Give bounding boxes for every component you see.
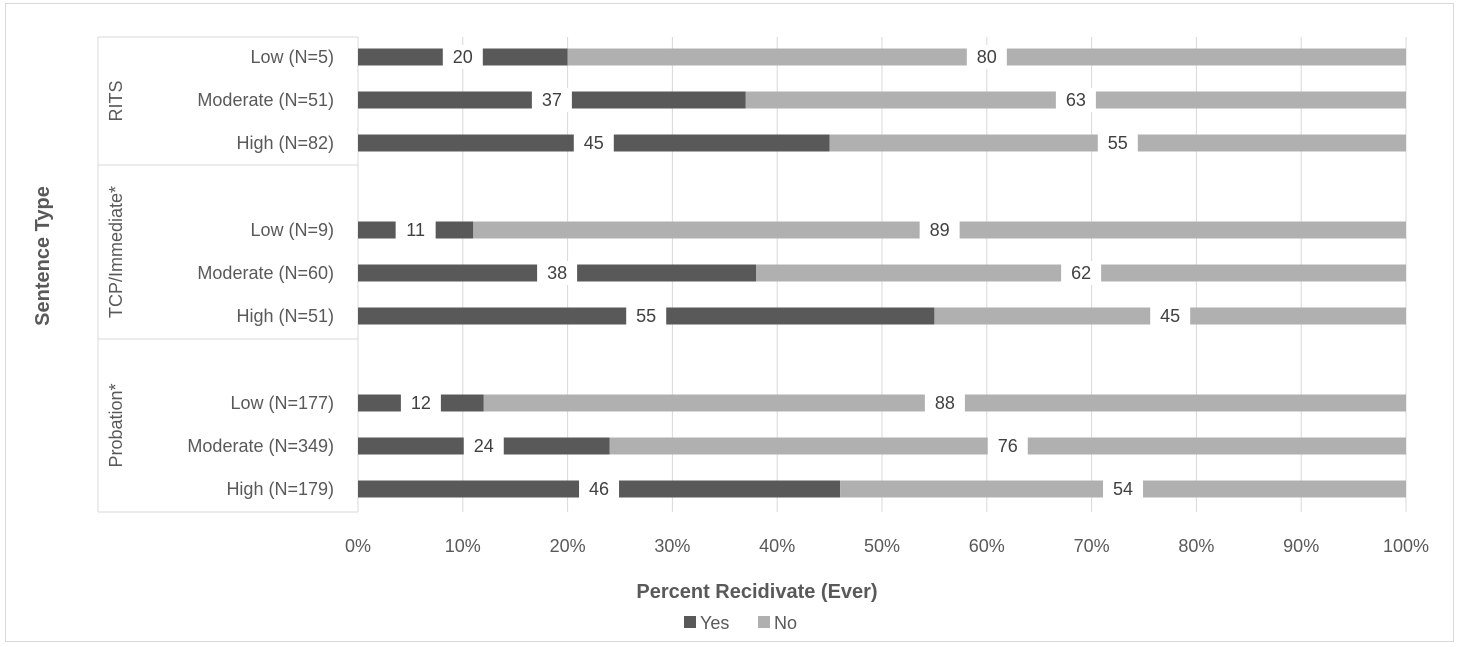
data-label-no-bg	[1061, 261, 1102, 285]
data-label-no-bg	[987, 434, 1028, 458]
group-label-2: Probation*	[106, 383, 126, 467]
legend-swatch-no	[758, 616, 770, 628]
data-label-yes-bg	[442, 45, 483, 69]
data-label-yes-bg	[463, 434, 504, 458]
category-label: High (N=179)	[226, 479, 334, 499]
data-label-yes: 38	[547, 263, 567, 283]
data-label-yes: 12	[411, 393, 431, 413]
x-axis-title: Percent Recidivate (Ever)	[636, 581, 877, 603]
legend-swatch-yes	[684, 616, 696, 628]
category-label: Low (N=5)	[250, 47, 334, 67]
category-labels: Low (N=5) Moderate (N=51) High (N=82) Low (…	[187, 47, 334, 499]
group-label-1: TCP/Immediate*	[106, 186, 126, 318]
x-tick-label: 60%	[969, 536, 1005, 556]
data-label-yes-bg	[400, 391, 441, 415]
data-label-yes-bg	[573, 131, 614, 155]
category-label: Low (N=9)	[250, 220, 334, 240]
x-tick-label: 30%	[654, 536, 690, 556]
group-label-0: RITS	[106, 80, 126, 121]
data-label-yes: 24	[474, 436, 494, 456]
data-label-yes: 37	[542, 90, 562, 110]
category-label: Moderate (N=51)	[197, 90, 334, 110]
data-label-no-bg	[924, 391, 965, 415]
x-tick-label: 40%	[759, 536, 795, 556]
chart-frame	[5, 3, 1454, 642]
data-label-no-bg	[1097, 131, 1138, 155]
category-label: Moderate (N=349)	[187, 436, 334, 456]
category-label: High (N=51)	[236, 306, 334, 326]
x-tick-labels: 0% 10% 20% 30% 40% 50% 60% 70% 80% 90% 100%	[345, 536, 1429, 556]
bars	[358, 48, 1406, 498]
data-label-yes-bg	[579, 477, 620, 501]
x-tick-label: 50%	[864, 536, 900, 556]
data-label-yes: 55	[636, 306, 656, 326]
data-label-yes: 20	[453, 47, 473, 67]
category-label: Moderate (N=60)	[197, 263, 334, 283]
data-label-no: 80	[977, 47, 997, 67]
data-label-no: 45	[1160, 306, 1180, 326]
data-label-no-bg	[1055, 88, 1096, 112]
x-tick-label: 10%	[445, 536, 481, 556]
x-tick-label: 90%	[1283, 536, 1319, 556]
data-label-yes-bg	[626, 304, 667, 328]
legend-label-yes: Yes	[700, 613, 729, 633]
category-label: High (N=82)	[236, 133, 334, 153]
data-label-yes: 45	[584, 133, 604, 153]
data-label-no: 89	[930, 220, 950, 240]
data-label-yes-bg	[395, 218, 436, 242]
data-label-no: 88	[935, 393, 955, 413]
data-label-no: 62	[1071, 263, 1091, 283]
x-tick-label: 0%	[345, 536, 371, 556]
data-label-yes-bg	[531, 88, 572, 112]
data-label-no: 55	[1108, 133, 1128, 153]
legend: Yes No	[684, 613, 797, 633]
data-label-yes: 46	[589, 479, 609, 499]
x-tick-label: 100%	[1383, 536, 1429, 556]
data-label-no-bg	[1150, 304, 1191, 328]
legend-label-no: No	[774, 613, 797, 633]
data-label-no-bg	[919, 218, 960, 242]
data-label-yes: 11	[406, 220, 425, 240]
data-labels: 20 80 37 63 45 55 11 89 38 62 55 45 12 88 24 76 46 54	[395, 45, 1191, 501]
data-label-no-bg	[966, 45, 1007, 69]
y-axis-title: Sentence Type	[32, 186, 54, 326]
group-labels: RITS TCP/Immediate* Probation*	[106, 80, 126, 467]
data-label-no: 76	[998, 436, 1018, 456]
data-label-no: 54	[1113, 479, 1133, 499]
data-label-no-bg	[1103, 477, 1144, 501]
x-tick-label: 20%	[550, 536, 586, 556]
data-label-no: 63	[1066, 90, 1086, 110]
x-tick-label: 80%	[1178, 536, 1214, 556]
category-label: Low (N=177)	[230, 393, 334, 413]
x-tick-label: 70%	[1074, 536, 1110, 556]
data-label-yes-bg	[537, 261, 578, 285]
